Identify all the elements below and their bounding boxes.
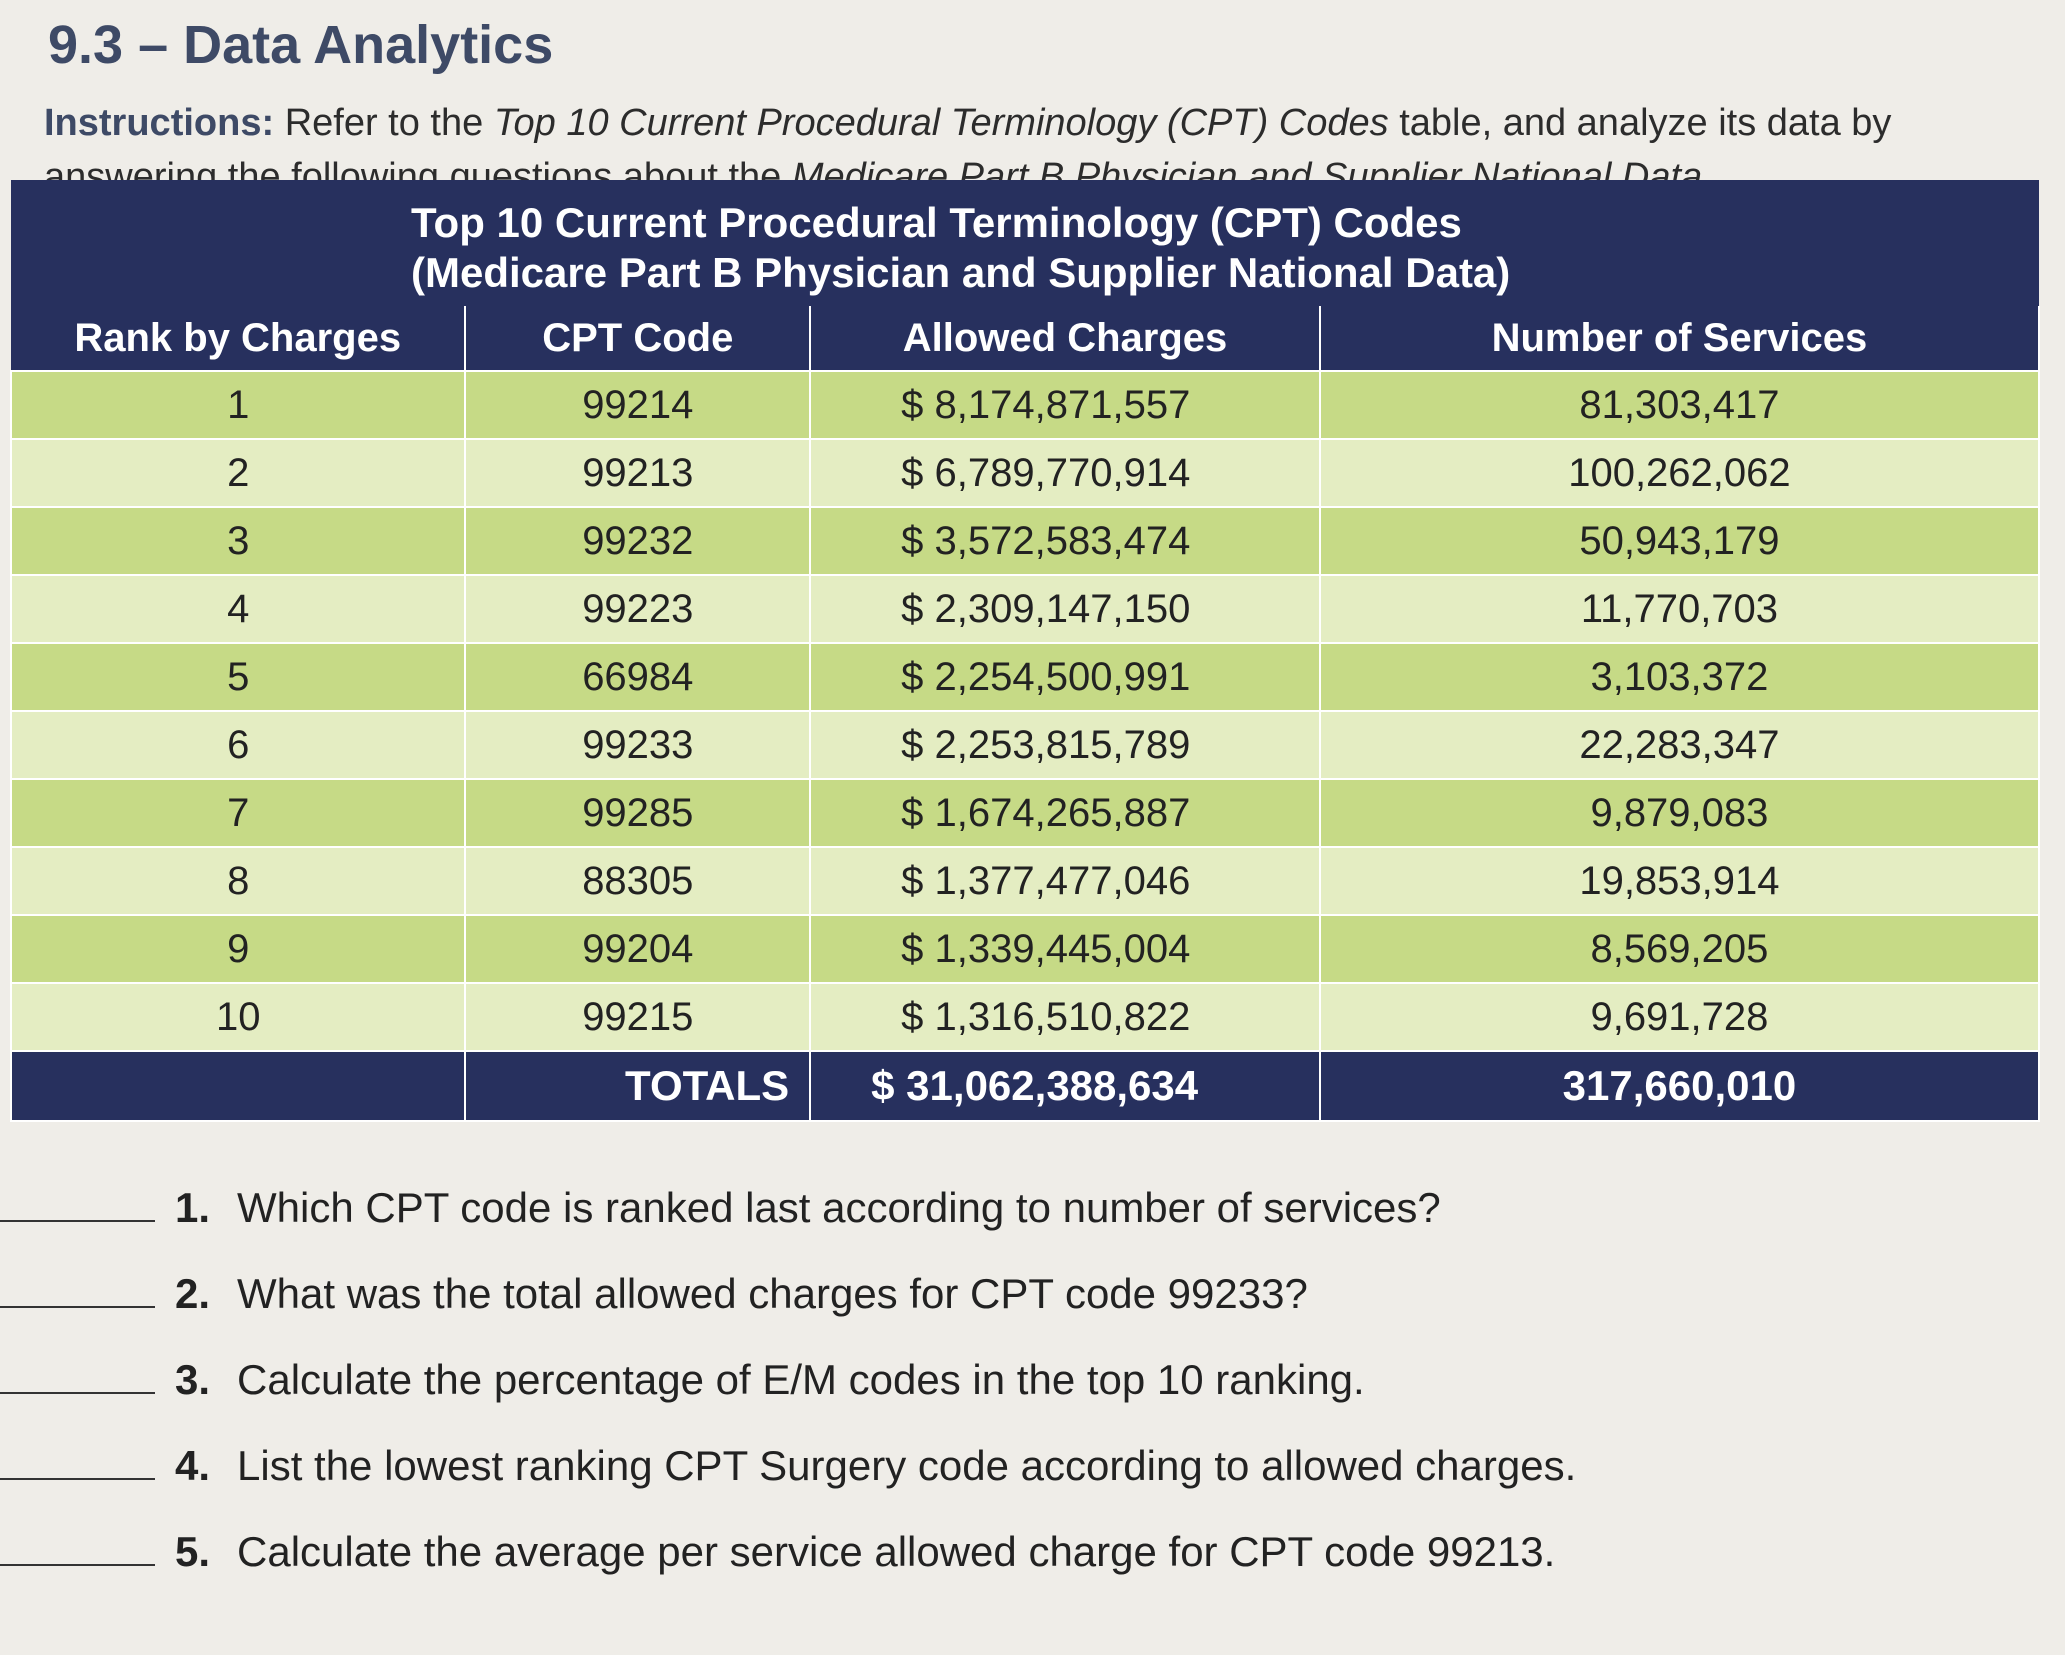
table-cell: 22,283,347 xyxy=(1318,710,2041,780)
totals-services: 317,660,010 xyxy=(1318,1050,2041,1122)
table-cell: $ 6,789,770,914 xyxy=(809,438,1321,508)
table-cell: 88305 xyxy=(464,846,812,916)
column-header: Rank by Charges xyxy=(11,306,467,371)
column-header: CPT Code xyxy=(465,306,812,371)
instructions-label: Instructions: xyxy=(44,102,275,144)
table-cell: $ 3,572,583,474 xyxy=(809,506,1321,576)
instructions-text: Top 10 Current Procedural Terminology (C… xyxy=(493,102,1389,144)
question: 3. Calculate the percentage of E/M codes … xyxy=(0,1352,2065,1438)
question-number: 2. xyxy=(175,1270,211,1317)
question: 1. Which CPT code is ranked last accordin… xyxy=(0,1180,2065,1266)
column-header: Allowed Charges xyxy=(810,306,1321,371)
table-cell: 66984 xyxy=(464,642,812,712)
table-cell: $ 1,674,265,887 xyxy=(809,778,1321,848)
table-cell: 9,879,083 xyxy=(1318,778,2041,848)
table-cell: 1 xyxy=(9,370,467,440)
table-cell: $ 1,316,510,822 xyxy=(809,982,1321,1052)
answer-blank xyxy=(0,1352,155,1394)
totals-row: TOTALS $ 31,062,388,634 317,660,010 xyxy=(9,1050,2041,1122)
table-row: 3 99232 $ 3,572,583,474 50,943,179 xyxy=(9,506,2041,576)
table-cell: 99215 xyxy=(464,982,812,1052)
table-cell: 4 xyxy=(9,574,467,644)
table-cell: 50,943,179 xyxy=(1318,506,2041,576)
table-cell: 99204 xyxy=(464,914,812,984)
table-title-line: Top 10 Current Procedural Terminology (C… xyxy=(411,199,1462,246)
table-cell: 19,853,914 xyxy=(1318,846,2041,916)
questions: 1. Which CPT code is ranked last accordin… xyxy=(0,1180,2065,1610)
question-text: Calculate the percentage of E/M codes in… xyxy=(237,1356,1365,1403)
table-title-line: (Medicare Part B Physician and Supplier … xyxy=(411,249,1511,296)
question-text: Which CPT code is ranked last according … xyxy=(237,1184,1441,1231)
instructions-text: Refer to the xyxy=(284,102,494,144)
table-row: 8 88305 $ 1,377,477,046 19,853,914 xyxy=(9,846,2041,916)
table-cell: 99232 xyxy=(464,506,812,576)
totals-label: TOTALS xyxy=(464,1050,812,1122)
table-cell: 8 xyxy=(9,846,467,916)
question-number: 5. xyxy=(175,1528,211,1575)
table-cell: 99223 xyxy=(464,574,812,644)
cpt-table: Top 10 Current Procedural Terminology (C… xyxy=(9,180,2041,1122)
table-cell: $ 2,309,147,150 xyxy=(809,574,1321,644)
table-row: 7 99285 $ 1,674,265,887 9,879,083 xyxy=(9,778,2041,848)
table-cell: 99285 xyxy=(464,778,812,848)
table-cell: 10 xyxy=(9,982,467,1052)
table-cell: 99213 xyxy=(464,438,812,508)
answer-blank xyxy=(0,1266,155,1308)
totals-charges: $ 31,062,388,634 xyxy=(809,1050,1321,1122)
question-number: 3. xyxy=(175,1356,211,1403)
table-cell: 9 xyxy=(9,914,467,984)
question-text: Calculate the average per service allowe… xyxy=(237,1528,1556,1575)
answer-blank xyxy=(0,1180,155,1222)
table-cell: $ 8,174,871,557 xyxy=(809,370,1321,440)
table-row: 10 99215 $ 1,316,510,822 9,691,728 xyxy=(9,982,2041,1052)
column-header: Number of Services xyxy=(1319,306,2041,371)
table-cell: 3 xyxy=(9,506,467,576)
question: 5. Calculate the average per service allo… xyxy=(0,1524,2065,1610)
table-cell: $ 2,253,815,789 xyxy=(809,710,1321,780)
table-cell: $ 1,377,477,046 xyxy=(809,846,1321,916)
instructions-text: . xyxy=(1702,156,1713,198)
table-cell: 8,569,205 xyxy=(1318,914,2041,984)
table-cell: 3,103,372 xyxy=(1318,642,2041,712)
answer-blank xyxy=(0,1524,155,1566)
table-row: 6 99233 $ 2,253,815,789 22,283,347 xyxy=(9,710,2041,780)
table-cell: 99233 xyxy=(464,710,812,780)
table-cell: 7 xyxy=(9,778,467,848)
table-row: 2 99213 $ 6,789,770,914 100,262,062 xyxy=(9,438,2041,508)
table-cell: $ 1,339,445,004 xyxy=(809,914,1321,984)
table-cell: $ 2,254,500,991 xyxy=(809,642,1321,712)
table-row: 1 99214 $ 8,174,871,557 81,303,417 xyxy=(9,370,2041,440)
question-text: List the lowest ranking CPT Surgery code… xyxy=(237,1442,1577,1489)
table-row: 9 99204 $ 1,339,445,004 8,569,205 xyxy=(9,914,2041,984)
table-cell: 5 xyxy=(9,642,467,712)
question-number: 4. xyxy=(175,1442,211,1489)
table-cell: 100,262,062 xyxy=(1318,438,2041,508)
answer-blank xyxy=(0,1438,155,1480)
question: 4. List the lowest ranking CPT Surgery co… xyxy=(0,1438,2065,1524)
question: 2. What was the total allowed charges for… xyxy=(0,1266,2065,1352)
table-cell: 81,303,417 xyxy=(1318,370,2041,440)
title-row: Top 10 Current Procedural Terminology (C… xyxy=(11,180,2039,306)
table-title: Top 10 Current Procedural Terminology (C… xyxy=(11,180,2039,306)
table-cell: 6 xyxy=(9,710,467,780)
header-row: Rank by Charges CPT Code Allowed Charges Nu… xyxy=(11,306,2041,371)
table-row: 5 66984 $ 2,254,500,991 3,103,372 xyxy=(9,642,2041,712)
table-cell: 99214 xyxy=(464,370,812,440)
section-title: 9.3 – Data Analytics xyxy=(48,15,554,75)
table-cell: 2 xyxy=(9,438,467,508)
table-cell: 11,770,703 xyxy=(1318,574,2041,644)
table-cell: 9,691,728 xyxy=(1318,982,2041,1052)
table-row: 4 99223 $ 2,309,147,150 11,770,703 xyxy=(9,574,2041,644)
question-text: What was the total allowed charges for C… xyxy=(237,1270,1308,1317)
question-number: 1. xyxy=(175,1184,211,1231)
totals-spacer xyxy=(9,1050,467,1122)
